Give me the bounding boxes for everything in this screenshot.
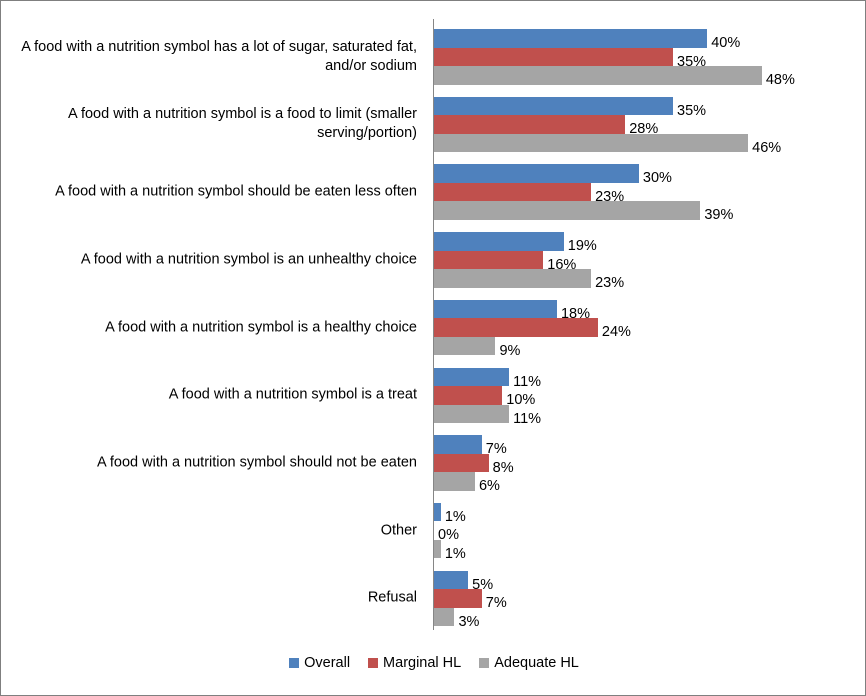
legend-label: Overall [304,655,351,671]
bar [434,607,455,627]
legend-swatch [479,658,490,668]
value-label: 23% [595,188,625,205]
category-label: A food with a nutrition symbol is a food… [68,106,417,142]
bar [434,589,482,608]
bar [434,472,475,491]
value-label: 23% [595,275,625,292]
value-label: 9% [499,342,521,359]
legend-swatch [368,658,379,668]
value-label: 18% [560,305,590,322]
value-label: 48% [765,72,795,88]
value-label: 28% [629,121,659,138]
value-label: 30% [642,170,672,187]
value-label: 11% [513,373,542,390]
bar [434,453,489,473]
value-label: 7% [485,441,507,458]
value-label: 24% [601,324,631,341]
value-label: 7% [485,595,507,612]
category-label: A food with a nutrition symbol is a trea… [168,386,417,403]
value-label: 5% [472,576,494,593]
bar [434,182,592,202]
legend: Overall Marginal HL Adequate HL [1,655,865,671]
legend-item: Overall [289,655,350,671]
legend-label: Adequate HL [494,655,579,671]
category-label: Refusal [367,589,417,606]
bar [434,201,701,220]
bar [434,29,708,48]
legend-item: Adequate HL [479,655,579,671]
bar [434,96,674,116]
value-label: 1% [444,545,466,562]
category-label: A food with a nutrition symbol is a heal… [105,319,417,336]
bar [434,336,496,356]
value-label: 46% [752,139,782,156]
value-label: 35% [677,102,707,119]
category-label: Other [380,522,417,539]
value-label: 19% [567,238,597,255]
value-label: 1% [444,508,466,525]
value-label: 0% [438,527,459,544]
value-label: 6% [478,478,500,495]
bar [434,47,674,66]
bar [434,367,510,386]
bar [434,502,441,522]
value-label: 16% [547,256,577,273]
category-axis [433,19,434,630]
bar [434,570,469,590]
bar [434,404,510,423]
bar [434,232,564,251]
value-label: 35% [677,53,707,70]
bar [434,164,639,183]
legend-swatch [289,658,300,668]
bar [434,250,544,270]
value-label: 8% [492,459,514,476]
value-label: 40% [711,35,741,51]
category-label: A food with a nutrition symbol should be… [55,183,417,200]
bar [434,269,592,288]
bar [434,318,598,337]
category-label: A food with a nutrition symbol should no… [96,454,417,471]
bar [434,386,503,405]
value-label: 39% [704,207,734,224]
bar [434,115,626,134]
bar [434,133,749,153]
category-label: A food with a nutrition symbol is an unh… [80,251,417,268]
bar [434,435,482,454]
bar [434,299,557,319]
legend-label: Marginal HL [383,655,462,671]
value-label: 3% [458,613,480,630]
bar [434,66,762,85]
value-label: 10% [506,392,536,408]
value-label: 11% [513,410,542,427]
category-label: A food with a nutrition symbol has a lot… [21,38,417,74]
bar [434,539,441,559]
legend-item: Marginal HL [368,655,461,671]
